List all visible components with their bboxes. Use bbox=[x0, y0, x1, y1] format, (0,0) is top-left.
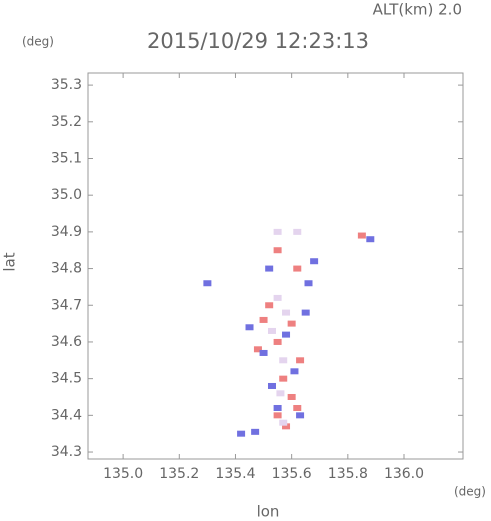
echo-cell bbox=[282, 423, 291, 430]
echo-cell bbox=[259, 349, 268, 356]
x-axis-label: lon bbox=[257, 503, 280, 521]
x-tick-label: 135.8 bbox=[328, 466, 368, 482]
echo-cell bbox=[287, 393, 296, 400]
echo-cell bbox=[296, 412, 305, 419]
echo-cell bbox=[265, 265, 274, 272]
y-axis-label: lat bbox=[1, 252, 19, 271]
echo-cell bbox=[259, 316, 268, 323]
echo-cell bbox=[293, 228, 302, 235]
echo-cell bbox=[304, 280, 313, 287]
x-tick-label: 135.6 bbox=[272, 466, 312, 482]
y-tick-label: 35.1 bbox=[51, 150, 82, 166]
y-tick-label: 34.7 bbox=[51, 297, 82, 313]
echo-cell bbox=[282, 309, 291, 316]
x-tick-label: 135.2 bbox=[159, 466, 199, 482]
y-tick-label: 35.2 bbox=[51, 114, 82, 130]
echo-cell bbox=[276, 390, 285, 397]
echo-cell bbox=[293, 265, 302, 272]
x-tick-label: 135.4 bbox=[215, 466, 255, 482]
echo-cell bbox=[279, 357, 288, 364]
echo-cell bbox=[273, 228, 282, 235]
echo-cell bbox=[290, 368, 299, 375]
y-tick-label: 34.5 bbox=[51, 371, 82, 387]
y-tick-label: 35.0 bbox=[51, 187, 82, 203]
echo-cell bbox=[293, 404, 302, 411]
echo-cell bbox=[251, 428, 260, 435]
echo-cell bbox=[296, 357, 305, 364]
echo-cell bbox=[203, 280, 212, 287]
echo-cell bbox=[273, 247, 282, 254]
y-tick-label: 34.3 bbox=[51, 444, 82, 460]
y-tick-label: 34.6 bbox=[51, 334, 82, 350]
echo-cell bbox=[287, 320, 296, 327]
echo-cell bbox=[282, 331, 291, 338]
y-tick-label: 35.3 bbox=[51, 77, 82, 93]
y-unit: (deg) bbox=[22, 35, 54, 49]
chart-title: 2015/10/29 12:23:13 bbox=[147, 29, 369, 53]
y-tick-label: 34.9 bbox=[51, 224, 82, 240]
echo-cell bbox=[279, 375, 288, 382]
echo-cell bbox=[273, 412, 282, 419]
echo-cell bbox=[279, 419, 288, 426]
echo-cell bbox=[245, 324, 254, 331]
echo-cell bbox=[267, 327, 276, 334]
x-tick-label: 136.0 bbox=[384, 466, 424, 482]
echo-cell bbox=[273, 404, 282, 411]
echo-cell bbox=[267, 382, 276, 389]
y-tick-label: 34.8 bbox=[51, 261, 82, 277]
echo-cell bbox=[357, 232, 366, 239]
echo-cell bbox=[273, 338, 282, 345]
echo-cell bbox=[366, 236, 375, 243]
echo-cell bbox=[301, 309, 310, 316]
x-unit: (deg) bbox=[454, 485, 486, 499]
echo-cell bbox=[265, 302, 274, 309]
echo-cell bbox=[253, 346, 262, 353]
y-tick-label: 34.4 bbox=[51, 407, 82, 423]
echo-cell bbox=[273, 294, 282, 301]
echo-cell bbox=[310, 258, 319, 265]
x-tick-label: 135.0 bbox=[103, 466, 143, 482]
altitude-label: ALT(km) 2.0 bbox=[373, 1, 462, 19]
echo-cell bbox=[237, 430, 246, 437]
plot-frame bbox=[87, 72, 464, 460]
